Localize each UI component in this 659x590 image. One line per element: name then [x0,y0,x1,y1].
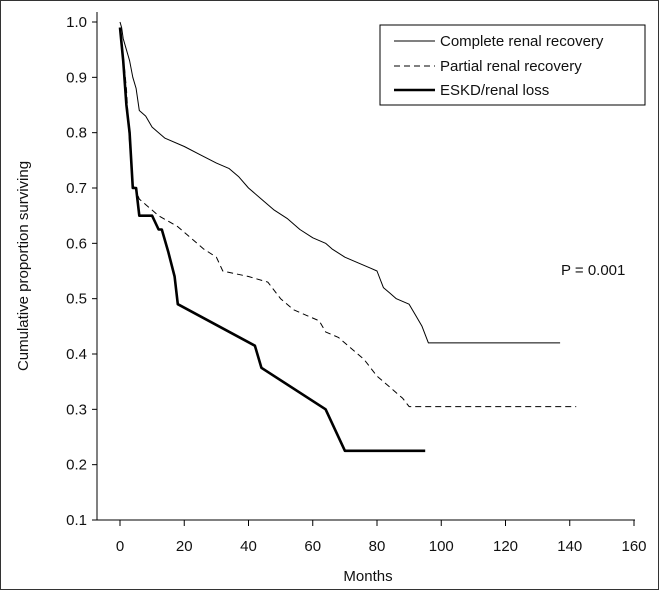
legend-label-partial: Partial renal recovery [440,58,582,75]
y-tick-label: 0.8 [66,125,87,142]
y-tick-label: 0.5 [66,291,87,308]
y-tick-label: 0.1 [66,512,87,529]
series-line-partial [119,27,577,408]
x-tick-label: 0 [116,538,124,555]
p-value-annotation: P = 0.001 [561,262,625,279]
series-line-complete [119,21,561,344]
x-tick-label: 60 [304,538,321,555]
x-tick-label: 160 [621,538,646,555]
legend: Complete renal recovery Partial renal re… [379,24,646,106]
x-axis-label: Months [343,568,392,585]
y-tick-label: 0.2 [66,457,87,474]
y-tick-label: 0.3 [66,401,87,418]
y-tick-label: 0.9 [66,69,87,86]
series-group [118,21,577,453]
y-tick-label: 0.4 [66,346,87,363]
x-tick-label: 20 [176,538,193,555]
x-tick-label: 140 [557,538,582,555]
y-tick-label: 0.6 [66,235,87,252]
x-tick-label: 100 [429,538,454,555]
y-axis-label: Cumulative proportion surviving [15,161,32,371]
legend-label-complete: Complete renal recovery [440,33,604,50]
x-tick-label: 40 [240,538,257,555]
x-tick-label: 80 [369,538,386,555]
series-line-eskd [118,27,426,453]
x-tick-group: 0 20 40 60 80 100 120 140 160 [116,520,647,555]
y-tick-label: 1.0 [66,14,87,31]
legend-label-eskd: ESKD/renal loss [440,82,549,99]
y-tick-label: 0.7 [66,180,87,197]
x-tick-label: 120 [493,538,518,555]
y-tick-group: 0.1 0.2 0.3 0.4 0.5 0.6 0.7 0.8 0.9 1.0 [66,14,97,529]
legend-box [379,24,646,106]
